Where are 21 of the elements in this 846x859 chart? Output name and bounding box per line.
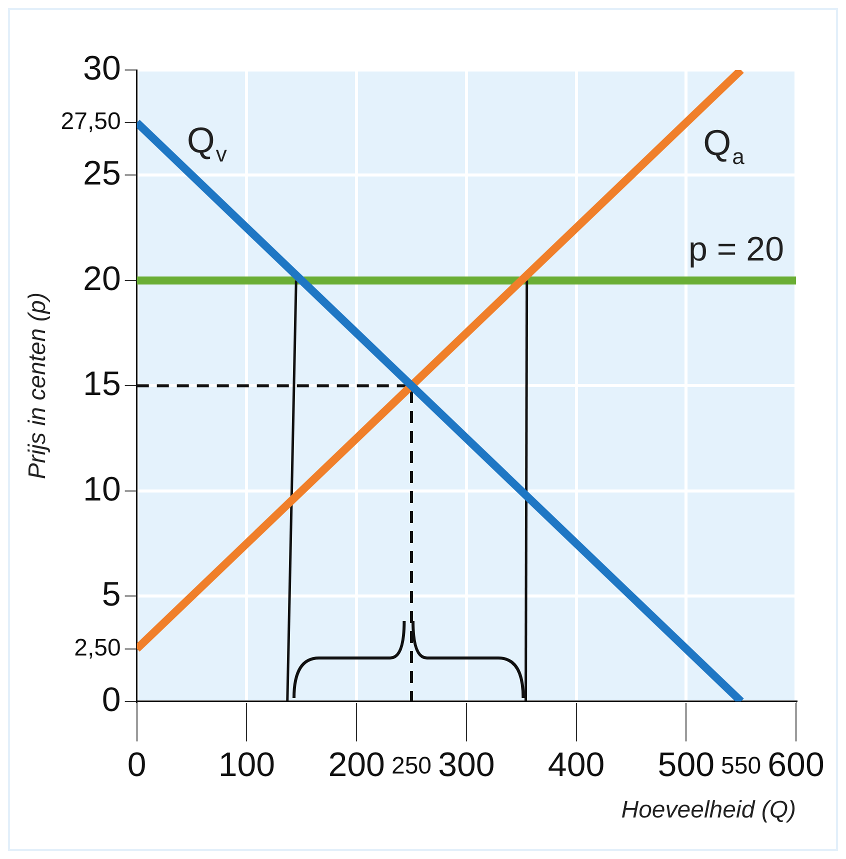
ref-line-label: p = 20 [688,230,784,268]
y-tick-label: 10 [83,470,121,508]
y-tick-label: 30 [83,49,121,88]
y-tick-label: 27,50 [60,108,121,136]
x-tick-label: 500 [658,746,715,784]
y-tick-label: 15 [83,365,121,404]
x-tick-label: 400 [548,746,605,784]
x-tick-label: 200 [328,746,385,784]
y-tick-label: 5 [102,576,121,614]
y-tick-label: 0 [102,680,121,719]
x-tick-label: 300 [438,746,495,784]
x-tick-label: 250 [391,752,432,780]
x-tick-label: 100 [218,746,276,784]
y-axis-title: Prijs in centen (p) [24,292,52,480]
y-tick-label: 2,50 [74,634,121,662]
y-tick-label: 25 [83,154,121,193]
y-tick-label: 20 [83,260,121,298]
x-tick-label: 0 [127,746,146,784]
x-axis-title: Hoeveelheid (Q) [621,796,796,824]
x-tick-label: 550 [721,752,762,780]
x-tick-label: 600 [768,746,824,784]
